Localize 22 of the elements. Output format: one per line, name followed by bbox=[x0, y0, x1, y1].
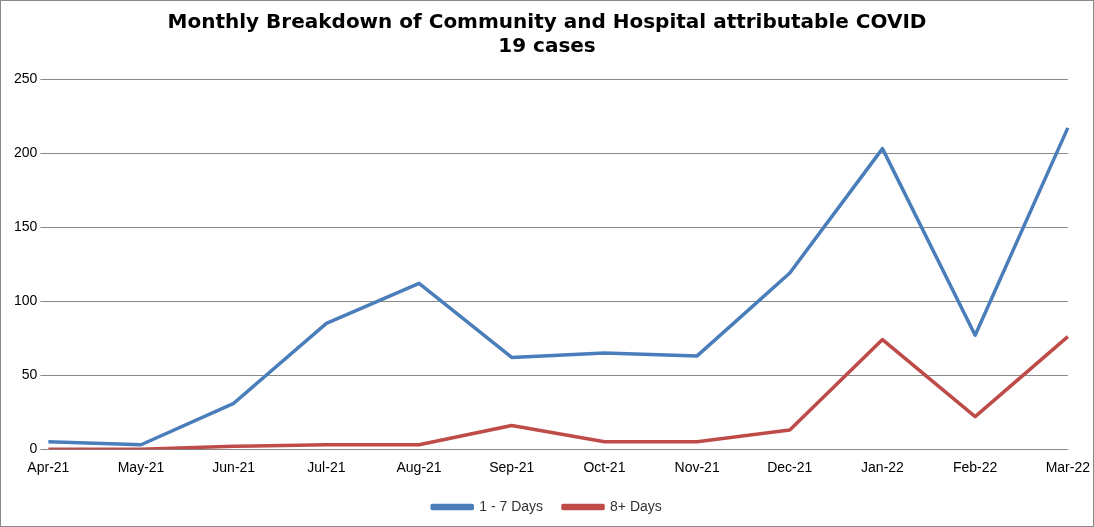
x-tick-label: Jun-21 bbox=[212, 459, 256, 476]
text: Monthly Breakdown of Community and Hospital attributable COVID bbox=[167, 9, 927, 34]
x-tick-label: Nov-21 bbox=[674, 459, 720, 476]
x-tick-label: Feb-22 bbox=[952, 459, 998, 476]
x-tick-label: Jan-22 bbox=[861, 459, 905, 476]
legend-label: 8+ Days bbox=[610, 497, 662, 514]
y-tick-label: 50 bbox=[21, 366, 38, 383]
legend-label: 1 - 7 Days bbox=[479, 497, 544, 514]
x-tick-label: May-21 bbox=[117, 459, 165, 476]
x-tick-label: Oct-21 bbox=[583, 459, 626, 476]
y-tick-label: 100 bbox=[14, 291, 38, 308]
y-tick-label: 150 bbox=[14, 217, 38, 234]
x-tick-label: Apr-21 bbox=[27, 459, 70, 476]
x-tick-label: Jul-21 bbox=[307, 459, 346, 476]
x-tick-label: Sep-21 bbox=[489, 459, 535, 476]
y-tick-label: 200 bbox=[14, 143, 38, 160]
x-tick-label: Dec-21 bbox=[767, 459, 813, 476]
y-tick-label: 0 bbox=[29, 440, 38, 457]
x-tick-label: Aug-21 bbox=[396, 459, 442, 476]
y-tick-label: 250 bbox=[14, 69, 38, 86]
x-tick-label: Mar-22 bbox=[1045, 459, 1091, 476]
text: 19 cases bbox=[498, 33, 596, 58]
